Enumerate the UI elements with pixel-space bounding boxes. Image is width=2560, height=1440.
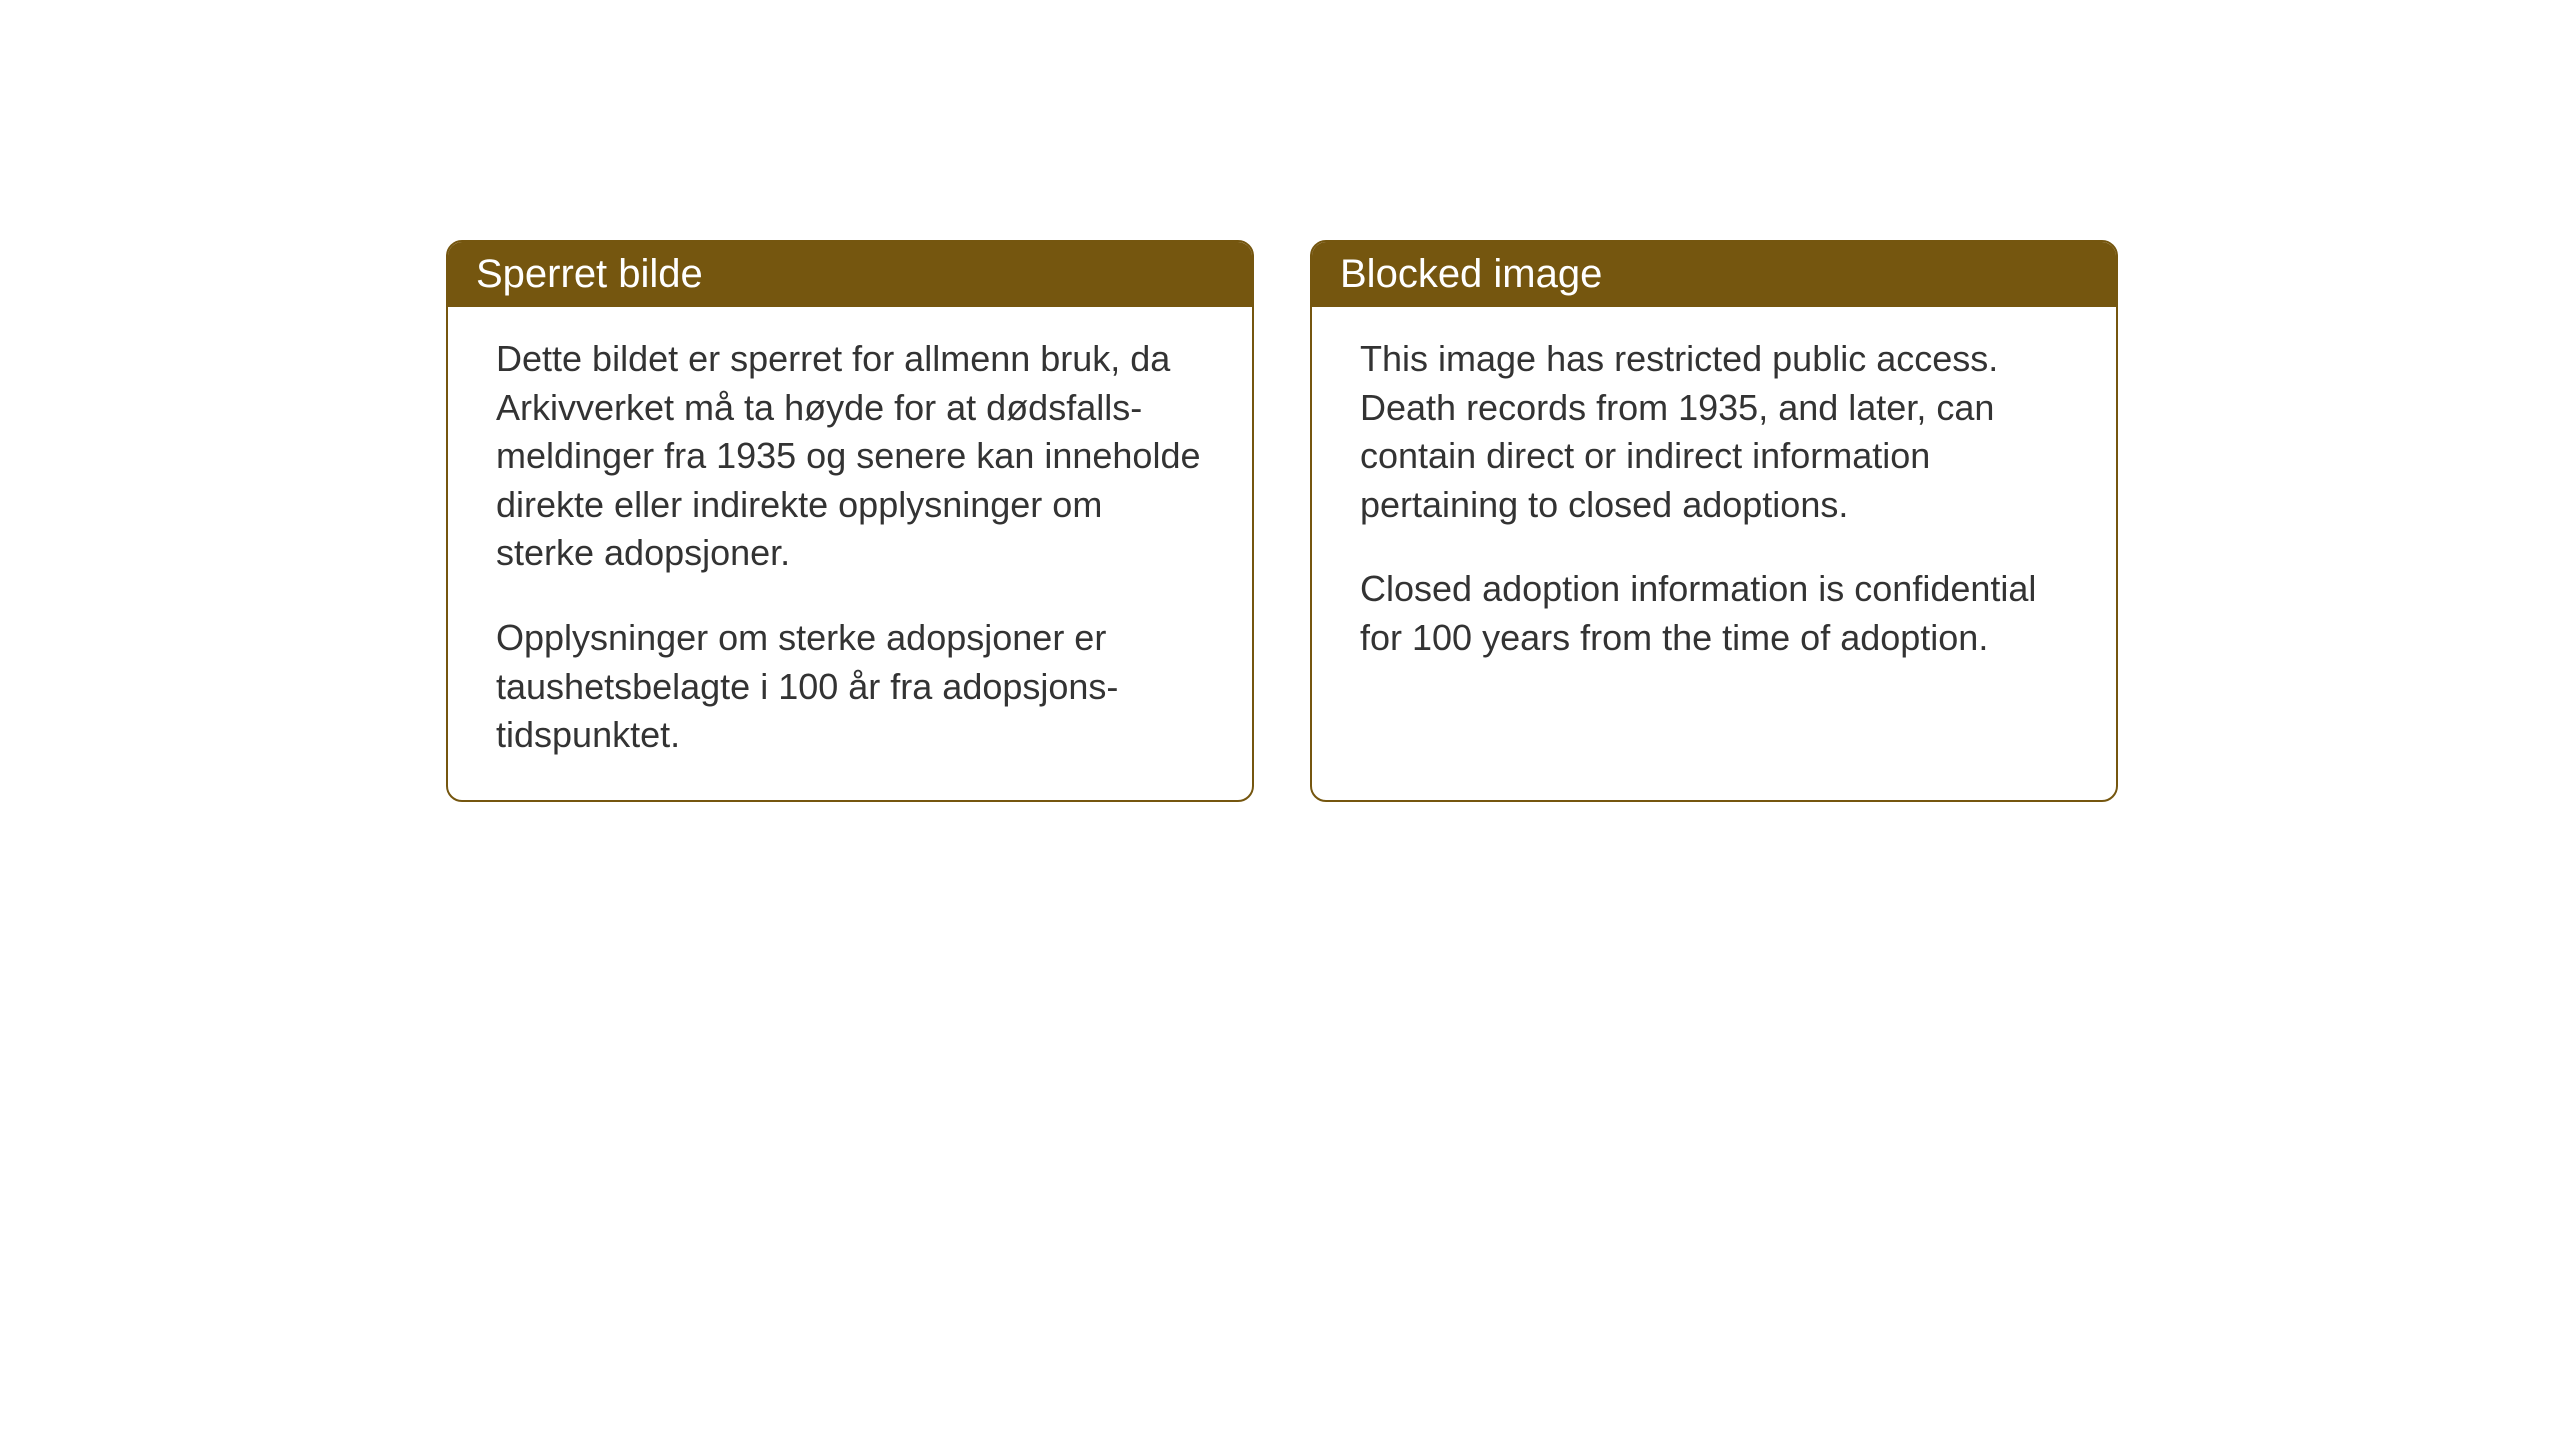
card-title-english: Blocked image	[1340, 252, 1602, 296]
card-title-norwegian: Sperret bilde	[476, 252, 703, 296]
card-paragraph-1-norwegian: Dette bildet er sperret for allmenn bruk…	[496, 335, 1204, 578]
card-paragraph-1-english: This image has restricted public access.…	[1360, 335, 2068, 529]
card-header-norwegian: Sperret bilde	[448, 242, 1252, 307]
card-header-english: Blocked image	[1312, 242, 2116, 307]
card-paragraph-2-norwegian: Opplysninger om sterke adopsjoner er tau…	[496, 614, 1204, 760]
notice-container: Sperret bilde Dette bildet er sperret fo…	[446, 240, 2118, 802]
notice-card-norwegian: Sperret bilde Dette bildet er sperret fo…	[446, 240, 1254, 802]
notice-card-english: Blocked image This image has restricted …	[1310, 240, 2118, 802]
card-paragraph-2-english: Closed adoption information is confident…	[1360, 565, 2068, 662]
card-body-norwegian: Dette bildet er sperret for allmenn bruk…	[448, 307, 1252, 800]
card-body-english: This image has restricted public access.…	[1312, 307, 2116, 703]
